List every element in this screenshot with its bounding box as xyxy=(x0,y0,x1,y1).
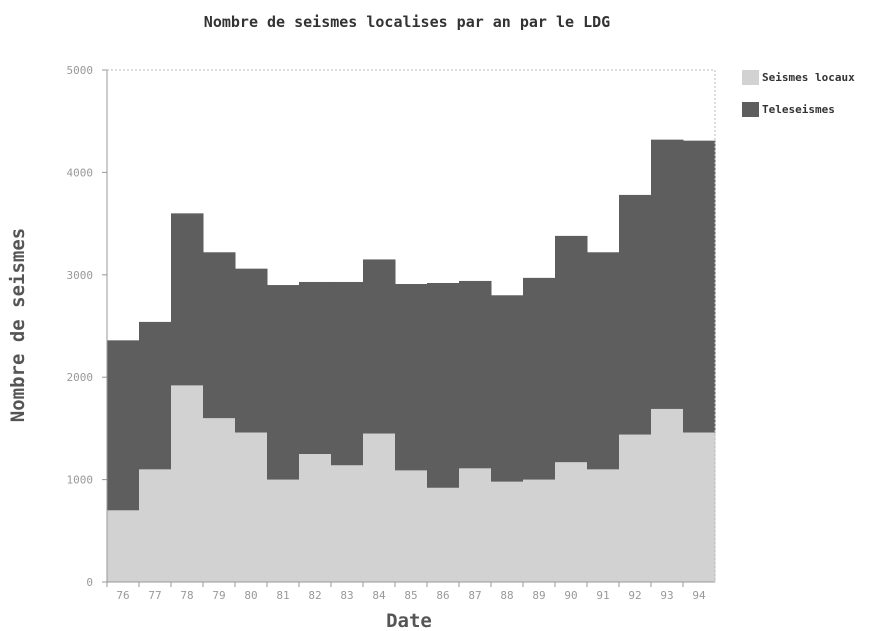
bar-seismes-locaux-88 xyxy=(491,481,524,582)
bar-teleseismes-86 xyxy=(427,282,460,488)
bar-teleseismes-87 xyxy=(459,280,492,469)
bar-seismes-locaux-77 xyxy=(139,469,172,582)
x-tick-label: 80 xyxy=(244,589,257,602)
y-tick-label: 5000 xyxy=(67,64,94,77)
plot-area xyxy=(107,139,716,582)
bar-teleseismes-84 xyxy=(363,259,396,434)
x-tick-label: 92 xyxy=(628,589,641,602)
x-tick-label: 88 xyxy=(500,589,513,602)
bar-teleseismes-88 xyxy=(491,295,524,482)
bar-seismes-locaux-81 xyxy=(267,479,300,582)
bar-teleseismes-82 xyxy=(299,281,332,454)
bar-teleseismes-85 xyxy=(395,284,428,471)
bar-seismes-locaux-87 xyxy=(459,468,492,582)
bar-seismes-locaux-91 xyxy=(587,469,620,582)
bar-seismes-locaux-94 xyxy=(683,432,716,582)
bar-seismes-locaux-82 xyxy=(299,454,332,582)
bar-teleseismes-90 xyxy=(555,235,588,463)
bar-teleseismes-78 xyxy=(171,213,204,386)
bar-seismes-locaux-89 xyxy=(523,479,556,582)
x-tick-label: 91 xyxy=(596,589,609,602)
x-tick-label: 76 xyxy=(116,589,129,602)
x-tick-label: 77 xyxy=(148,589,161,602)
bar-teleseismes-79 xyxy=(203,252,236,419)
legend-label-seismes-locaux: Seismes locaux xyxy=(762,71,855,84)
y-tick-label: 2000 xyxy=(67,371,94,384)
x-tick-label: 85 xyxy=(404,589,417,602)
bar-teleseismes-91 xyxy=(587,252,620,470)
chart-title: Nombre de seismes localises par an par l… xyxy=(204,13,610,31)
x-tick-label: 78 xyxy=(180,589,193,602)
y-tick-label: 4000 xyxy=(67,166,94,179)
legend: Seismes locaux Teleseismes xyxy=(742,70,855,117)
x-tick-label: 79 xyxy=(212,589,225,602)
bar-seismes-locaux-79 xyxy=(203,418,236,582)
legend-swatch-teleseismes xyxy=(742,102,759,117)
x-tick-label: 94 xyxy=(692,589,706,602)
legend-label-teleseismes: Teleseismes xyxy=(762,103,835,116)
bar-seismes-locaux-78 xyxy=(171,385,204,582)
x-tick-label: 82 xyxy=(308,589,321,602)
bar-seismes-locaux-85 xyxy=(395,470,428,582)
bar-seismes-locaux-90 xyxy=(555,462,588,582)
x-tick-label: 90 xyxy=(564,589,577,602)
x-tick-label: 81 xyxy=(276,589,289,602)
y-tick-label: 3000 xyxy=(67,269,94,282)
bar-seismes-locaux-93 xyxy=(651,408,684,582)
y-tick-label: 0 xyxy=(86,576,93,589)
x-tick-label: 83 xyxy=(340,589,353,602)
bar-teleseismes-92 xyxy=(619,194,652,435)
bar-seismes-locaux-92 xyxy=(619,434,652,582)
bar-teleseismes-81 xyxy=(267,285,300,480)
bar-seismes-locaux-80 xyxy=(235,432,268,582)
x-tick-label: 84 xyxy=(372,589,386,602)
bar-teleseismes-83 xyxy=(331,281,364,466)
x-tick-label: 93 xyxy=(660,589,673,602)
x-tick-label: 89 xyxy=(532,589,545,602)
x-axis-label: Date xyxy=(386,610,432,631)
bar-seismes-locaux-83 xyxy=(331,465,364,582)
x-tick-label: 87 xyxy=(468,589,481,602)
y-tick-label: 1000 xyxy=(67,474,94,487)
bar-seismes-locaux-86 xyxy=(427,487,460,582)
bar-seismes-locaux-76 xyxy=(107,510,140,582)
x-tick-label: 86 xyxy=(436,589,449,602)
bar-teleseismes-89 xyxy=(523,277,556,480)
bar-teleseismes-93 xyxy=(651,139,684,409)
bar-teleseismes-94 xyxy=(683,140,716,433)
bar-teleseismes-76 xyxy=(107,340,140,511)
y-axis-label: Nombre de seismes xyxy=(7,228,29,422)
bar-seismes-locaux-84 xyxy=(363,433,396,582)
legend-swatch-seismes-locaux xyxy=(742,70,759,85)
bar-teleseismes-77 xyxy=(139,321,172,470)
axes: 0 1000 2000 3000 4000 5000 76 77 78 79 80 81 82 83 84 8… xyxy=(67,64,716,602)
bar-teleseismes-80 xyxy=(235,268,268,433)
